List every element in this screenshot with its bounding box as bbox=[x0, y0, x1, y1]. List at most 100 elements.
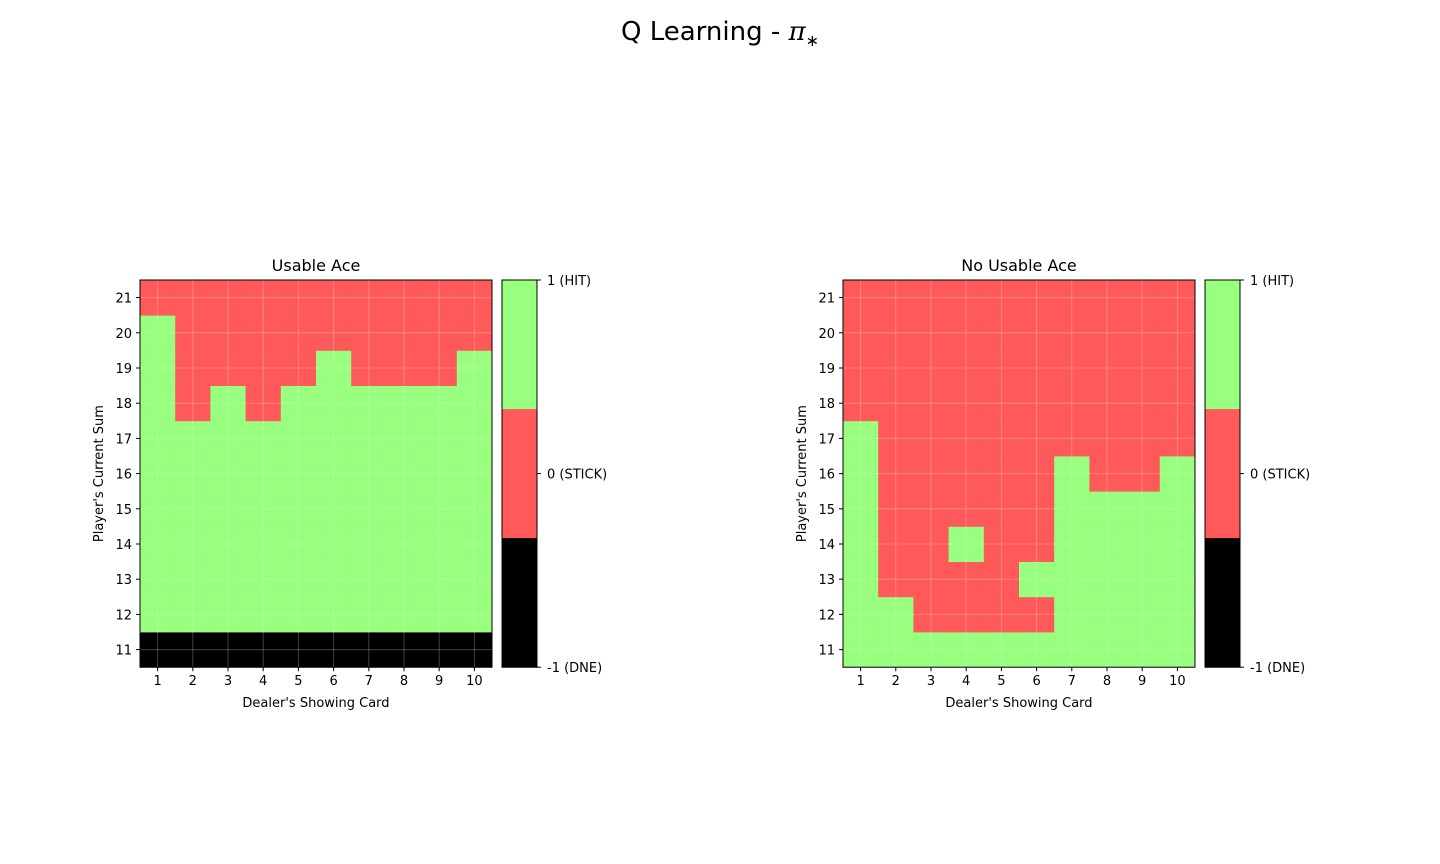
y-tick-label: 19 bbox=[115, 362, 132, 377]
heatmap-cell bbox=[1124, 350, 1161, 386]
heatmap-cell bbox=[1089, 526, 1125, 562]
y-tick-label: 12 bbox=[115, 608, 132, 623]
heatmap-cell bbox=[280, 561, 317, 598]
heatmap-cell bbox=[210, 526, 246, 562]
heatmap-cell bbox=[351, 596, 387, 633]
heatmap-cell bbox=[913, 385, 949, 422]
heatmap-cell bbox=[386, 456, 422, 492]
heatmap-cell bbox=[140, 350, 176, 386]
heatmap-cell bbox=[983, 526, 1020, 562]
heatmap-cell bbox=[280, 491, 317, 527]
heatmap-cell bbox=[245, 280, 282, 316]
heatmap-cell bbox=[1019, 350, 1055, 386]
heatmap-cell bbox=[948, 561, 985, 598]
y-tick-label: 18 bbox=[818, 397, 835, 412]
heatmap-cell bbox=[913, 632, 949, 668]
heatmap-cell bbox=[140, 420, 176, 457]
heatmap-cell bbox=[983, 315, 1020, 351]
heatmap-cell bbox=[351, 315, 387, 351]
heatmap-cell bbox=[421, 491, 458, 527]
heatmap-cell bbox=[1124, 456, 1161, 492]
heatmap-cell bbox=[140, 526, 176, 562]
colorbar: 1 (HIT) 0 (STICK) -1 (DNE) bbox=[501, 274, 607, 676]
heatmap-cell bbox=[280, 385, 317, 422]
heatmap-cell bbox=[280, 526, 317, 562]
x-tick-label: 5 bbox=[997, 674, 1005, 689]
heatmap-cell bbox=[843, 420, 879, 457]
heatmap-cell bbox=[1159, 350, 1196, 386]
heatmap-cell bbox=[140, 491, 176, 527]
heatmap-cell bbox=[351, 456, 387, 492]
heatmap-cell bbox=[456, 632, 493, 668]
y-tick-label: 18 bbox=[115, 397, 132, 412]
heatmap-cell bbox=[210, 456, 246, 492]
heatmap-cell bbox=[983, 420, 1020, 457]
colorbar-segment bbox=[502, 409, 537, 539]
heatmap-cell bbox=[456, 526, 493, 562]
heatmap-cell bbox=[1019, 596, 1055, 633]
x-tick-label: 9 bbox=[1138, 674, 1146, 689]
heatmap-cell bbox=[878, 456, 914, 492]
y-axis-label: Player's Current Sum bbox=[795, 405, 810, 542]
heatmap-cell bbox=[210, 632, 246, 668]
heatmap-cell bbox=[175, 596, 211, 633]
heatmap-cell bbox=[948, 420, 985, 457]
heatmap-cell bbox=[280, 280, 317, 316]
heatmap-cell bbox=[1124, 280, 1161, 316]
heatmap-cell bbox=[316, 526, 352, 562]
figure-title-text: Q Learning - bbox=[621, 17, 789, 47]
colorbar-tick-label: 0 (STICK) bbox=[1250, 468, 1310, 483]
heatmap-cell bbox=[878, 350, 914, 386]
heatmap-cell bbox=[878, 596, 914, 633]
heatmap-cell bbox=[316, 315, 352, 351]
heatmap-cell bbox=[1159, 596, 1196, 633]
heatmap-cell bbox=[245, 350, 282, 386]
heatmap-cell bbox=[456, 280, 493, 316]
heatmap-cell bbox=[456, 491, 493, 527]
heatmap-cell bbox=[140, 561, 176, 598]
heatmap-cell bbox=[983, 385, 1020, 422]
heatmap-cell bbox=[1089, 385, 1125, 422]
heatmap-cell bbox=[1089, 420, 1125, 457]
heatmap-cell bbox=[1089, 491, 1125, 527]
heatmap-cell bbox=[280, 350, 317, 386]
heatmap-cell bbox=[210, 596, 246, 633]
heatmap-cell bbox=[175, 632, 211, 668]
heatmap-cell bbox=[913, 596, 949, 633]
heatmap-cell bbox=[1124, 315, 1161, 351]
y-tick-label: 17 bbox=[818, 432, 835, 447]
heatmap-cell bbox=[1159, 526, 1196, 562]
heatmap-cell bbox=[1054, 632, 1090, 668]
heatmap-cell bbox=[351, 526, 387, 562]
heatmap-cell bbox=[913, 561, 949, 598]
y-tick-label: 19 bbox=[818, 362, 835, 377]
x-axis-label: Dealer's Showing Card bbox=[945, 696, 1092, 711]
y-tick-label: 15 bbox=[115, 503, 132, 518]
panels: 1 2 3 4 5 6 7 8 9 101112131415161718192021Usable … bbox=[92, 256, 1310, 711]
heatmap-cell bbox=[843, 596, 879, 633]
y-tick-label: 13 bbox=[115, 573, 132, 588]
heatmap-cell bbox=[983, 491, 1020, 527]
heatmap-cell bbox=[351, 632, 387, 668]
colorbar-segment bbox=[1205, 409, 1240, 539]
figure-title: Q Learning - π∗ bbox=[621, 17, 819, 50]
heatmap-cell bbox=[878, 420, 914, 457]
heatmap-cell bbox=[280, 596, 317, 633]
colorbar-segment bbox=[502, 538, 537, 668]
x-tick-label: 4 bbox=[259, 674, 267, 689]
y-tick-label: 17 bbox=[115, 432, 132, 447]
colorbar-segment bbox=[1205, 538, 1240, 668]
heatmap-cell bbox=[316, 632, 352, 668]
heatmap-cell bbox=[175, 456, 211, 492]
heatmap-cell bbox=[280, 632, 317, 668]
heatmap-cell bbox=[456, 315, 493, 351]
heatmap-cell bbox=[1019, 561, 1055, 598]
heatmap-cell bbox=[280, 420, 317, 457]
heatmap-cell bbox=[1124, 526, 1161, 562]
y-tick-label: 11 bbox=[818, 644, 835, 659]
heatmap-cell bbox=[351, 280, 387, 316]
x-tick-label: 2 bbox=[189, 674, 197, 689]
y-tick-label: 21 bbox=[818, 292, 835, 307]
